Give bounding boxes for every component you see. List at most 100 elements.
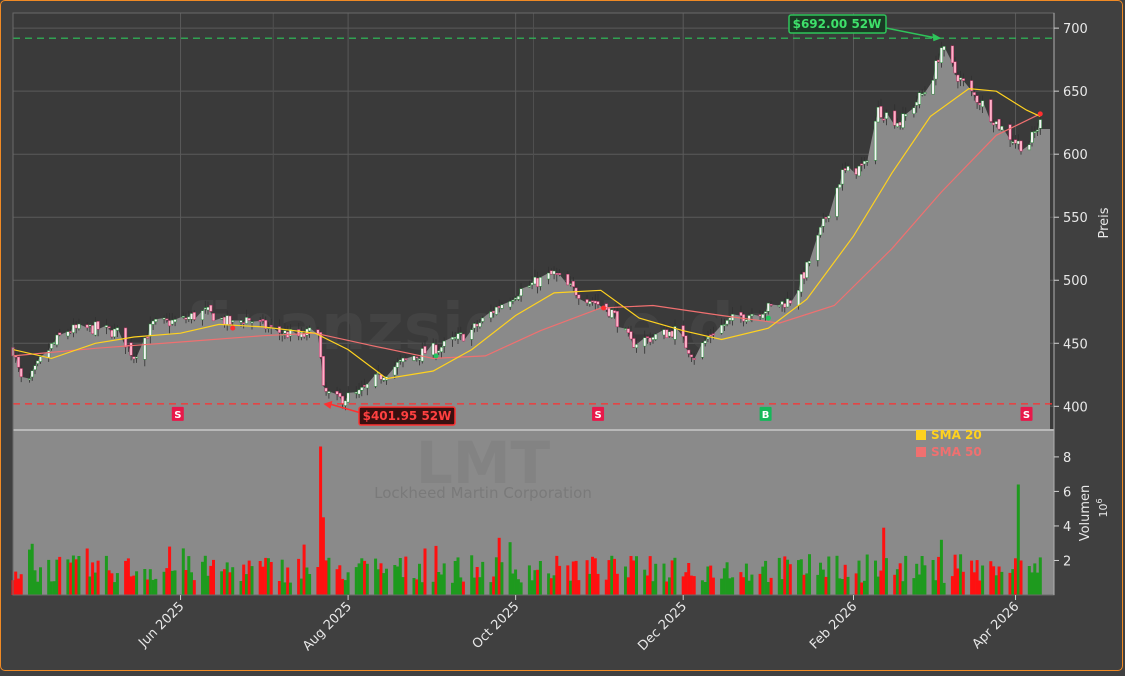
candle — [818, 226, 823, 238]
volume-bar — [711, 577, 715, 595]
candle-body — [720, 324, 724, 334]
candle-body — [591, 300, 595, 303]
volume-tick-label: 4 — [1063, 520, 1071, 535]
candle-body — [643, 337, 647, 347]
candle-body — [959, 77, 963, 80]
candle — [904, 107, 908, 121]
candle — [1008, 121, 1012, 147]
candle-body — [703, 340, 707, 344]
volume-bar — [766, 582, 770, 595]
candle-body — [321, 355, 325, 386]
candle-body — [269, 325, 273, 327]
candle-body — [283, 330, 287, 334]
candle — [788, 297, 792, 306]
candle-body — [566, 274, 570, 286]
candle — [912, 105, 916, 118]
candle-body — [972, 92, 976, 96]
volume-bar — [571, 561, 575, 595]
candle — [261, 314, 265, 325]
candle-body — [1033, 131, 1037, 134]
volume-bar — [434, 545, 438, 595]
candle — [923, 86, 927, 96]
candle-body — [593, 300, 597, 304]
candle — [709, 329, 713, 344]
candle — [264, 316, 268, 333]
signal-label: S — [594, 410, 601, 421]
ticker-watermark: LMT — [416, 429, 551, 497]
volume-panel-bg — [13, 431, 1054, 595]
volume-bar — [55, 559, 59, 595]
candle-body — [530, 282, 534, 286]
volume-bar — [93, 572, 97, 595]
volume-bar — [49, 581, 53, 595]
crossover-marker — [765, 315, 771, 321]
candle-body — [431, 342, 435, 356]
candle — [365, 383, 369, 396]
candle — [816, 230, 820, 267]
candle — [258, 317, 262, 328]
candle — [920, 89, 924, 97]
volume-bar — [673, 557, 677, 595]
candle-body — [838, 184, 842, 189]
candle-body — [961, 78, 965, 81]
volume-bar — [129, 576, 133, 595]
candle-body — [1000, 126, 1004, 131]
volume-bar — [415, 579, 419, 595]
price-tick-label: 550 — [1063, 211, 1088, 226]
sma20-line — [12, 87, 1041, 380]
time-tick-label: Apr 2026 — [970, 599, 1023, 652]
candle-body — [835, 187, 839, 217]
volume-bar — [124, 560, 128, 595]
volume-bar — [953, 554, 957, 595]
candle — [393, 361, 397, 379]
legend-label: SMA 50 — [931, 445, 982, 459]
candle — [500, 301, 504, 310]
candle — [879, 98, 883, 119]
candle — [36, 358, 40, 367]
candle-body — [739, 312, 743, 316]
candle — [192, 310, 196, 322]
volume-bar — [266, 558, 270, 595]
candle — [917, 90, 921, 109]
volume-bar — [635, 556, 638, 595]
candle — [19, 365, 23, 383]
candle-body — [247, 318, 251, 321]
volume-bar — [58, 556, 62, 595]
candle — [1027, 141, 1031, 151]
candle-body — [511, 299, 515, 302]
candle-body — [151, 320, 155, 325]
candle-body — [104, 325, 108, 328]
candle — [527, 280, 531, 288]
candle-body — [200, 310, 205, 321]
volume-bar — [14, 571, 18, 595]
volume-bar — [461, 581, 465, 595]
candle — [71, 318, 75, 338]
candle-body — [780, 301, 784, 305]
volume-bar — [588, 573, 592, 595]
candle — [961, 73, 965, 87]
candle-body — [706, 336, 710, 340]
candle-body — [220, 317, 224, 320]
volume-bar — [343, 580, 347, 595]
candle — [884, 109, 889, 126]
volume-bar — [950, 576, 954, 595]
candle — [327, 389, 331, 399]
candle-body — [146, 336, 150, 339]
candle-body — [632, 338, 636, 348]
candle-body — [777, 305, 781, 307]
candle-body — [365, 383, 369, 389]
candle-body — [893, 110, 897, 126]
candle-body — [882, 118, 886, 121]
candle-body — [766, 302, 770, 312]
candle — [442, 337, 446, 353]
volume-bar — [245, 574, 248, 595]
volume-bar — [324, 560, 328, 595]
candle-body — [687, 349, 691, 354]
volume-bar — [865, 554, 869, 595]
candle — [374, 373, 378, 389]
volume-bar — [632, 560, 636, 595]
volume-bar — [805, 573, 809, 595]
candle — [827, 215, 831, 223]
volume-bar — [879, 570, 883, 595]
volume-bar — [459, 577, 463, 595]
